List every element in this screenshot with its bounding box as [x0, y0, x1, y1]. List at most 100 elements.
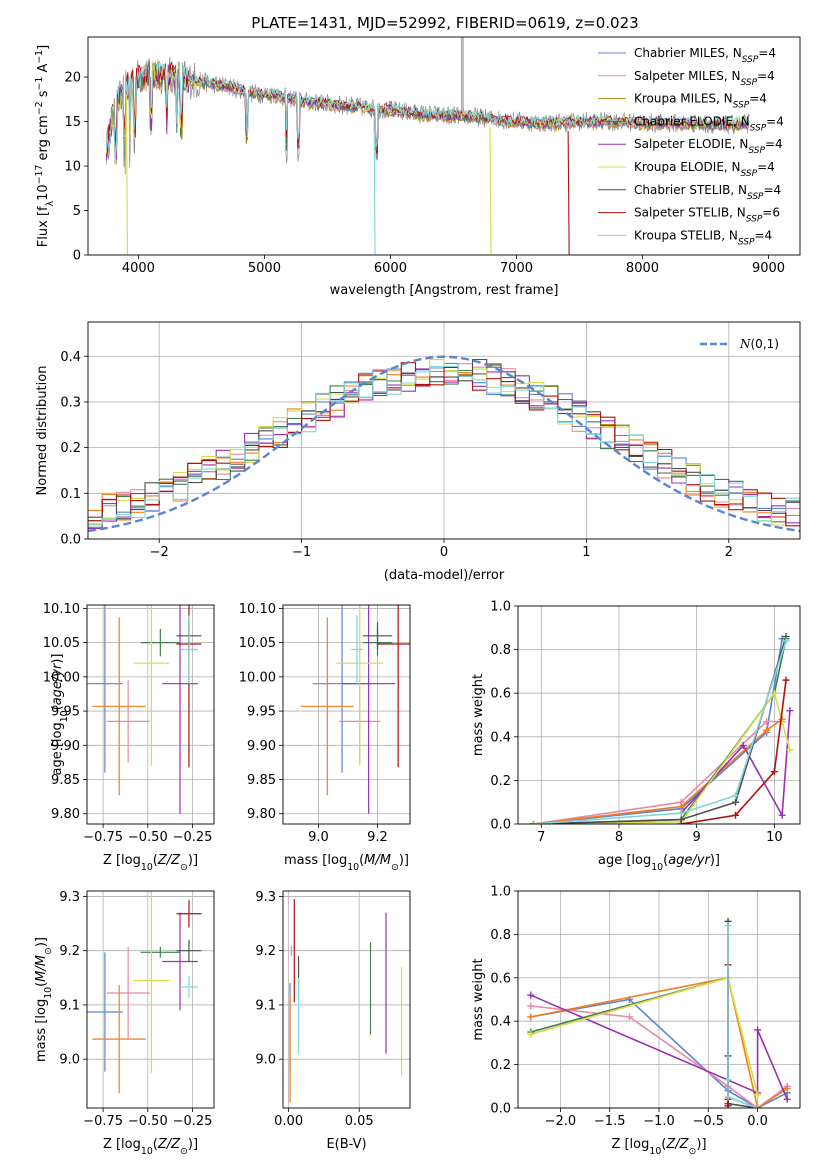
label-part: Z/Z [157, 1137, 181, 1152]
label-part: λ [45, 200, 56, 206]
weight-point-marker [778, 811, 786, 819]
x-tick-label: −2 [150, 545, 169, 560]
y-tick-label: 9.3 [255, 890, 276, 905]
weight-point-marker [786, 746, 794, 754]
label-part: 10 [59, 710, 70, 722]
weight-point-marker [625, 1013, 633, 1021]
axes-frame [517, 605, 801, 825]
x-tick-label: 0.00 [274, 1114, 303, 1129]
label-part: 10 [43, 987, 54, 999]
y-tick-label: 0.8 [490, 928, 511, 943]
histogram-series [88, 365, 800, 525]
y-tick-label: 0.0 [60, 533, 81, 548]
y-tick-label: 1.0 [490, 885, 511, 900]
legend-text-part: =4 [758, 46, 776, 60]
x-tick-label: −2.0 [545, 1114, 577, 1129]
label-part: s [36, 90, 51, 101]
label-part: age [log [50, 722, 65, 775]
weight-point-marker [677, 803, 685, 811]
legend-text-part: =4 [754, 228, 772, 242]
weight-point-marker [754, 1091, 762, 1099]
axes-frame [86, 890, 215, 1109]
y-tick-label: 0.2 [490, 1058, 511, 1073]
y-tick-label: 0.4 [490, 1015, 511, 1030]
weight-series-line [680, 679, 787, 824]
weight-point-marker [754, 1026, 762, 1034]
weight-point-marker [724, 922, 732, 930]
weight-point-marker [530, 820, 538, 824]
weight-point-marker [786, 707, 794, 715]
label-part: erg cm [36, 115, 51, 164]
y-tick-label: 9.0 [59, 1053, 80, 1068]
y-tick-label: 0.4 [60, 350, 81, 365]
weight-series-line [530, 976, 788, 1108]
spectrum-drop [125, 94, 128, 255]
x-tick-label: −0.50 [128, 830, 168, 845]
x-tick-label: 9 [693, 830, 701, 845]
legend-text-part: Chabrier MILES, N [634, 46, 742, 60]
label-part: ] [36, 45, 51, 50]
x-tick-label: 9.2 [367, 830, 388, 845]
label-part: Z/Z [157, 853, 181, 868]
weight-series-line [533, 718, 783, 824]
weight-series-line [533, 638, 783, 824]
legend-text-part: Kroupa ELODIE, N [634, 160, 741, 174]
y-tick-label: 0.6 [490, 687, 511, 702]
x-tick-label: 10 [766, 830, 783, 845]
weight-point-marker [732, 811, 740, 819]
legend-text-part: SSP [747, 192, 764, 202]
weight-series-line [533, 640, 787, 824]
spectrum-drop [567, 130, 570, 255]
label-part: ⊙ [180, 862, 188, 873]
weight-point-marker [724, 1076, 732, 1084]
label-part: 10 [649, 1146, 661, 1157]
y-tick-label: 9.80 [247, 807, 276, 822]
legend-entry: Salpeter ELODIE, NSSP=4 [634, 137, 783, 156]
x-tick-label: 7 [537, 830, 545, 845]
legend-entry: Kroupa MILES, NSSP=4 [634, 92, 767, 111]
label-part: ⊙ [689, 1146, 697, 1157]
weight-point-marker [527, 1002, 535, 1010]
legend-text-part: SSP [746, 215, 763, 225]
label-part: −1 [34, 50, 45, 64]
x-tick-label: 8 [615, 830, 623, 845]
label-part: 10 [141, 1146, 153, 1157]
label-part: 10 [651, 862, 663, 873]
histograms [88, 355, 800, 533]
weight-series-line [727, 925, 758, 1108]
error-bars [300, 605, 410, 814]
legend-text-part: SSP [741, 78, 758, 88]
label-part: )] [34, 937, 49, 947]
label-part: )] [399, 853, 409, 868]
label-part: Z [log [103, 853, 141, 868]
x-axis-label: Z [log10(Z/Z⊙)] [611, 1137, 706, 1157]
label-part: mass [log [284, 853, 347, 868]
x-tick-label: 7000 [500, 261, 533, 276]
weight-point-marker [739, 742, 747, 750]
x-tick-label: −1.0 [643, 1114, 675, 1129]
weight-lines [527, 917, 791, 1108]
x-tick-label: 9000 [752, 261, 785, 276]
x-tick-label: 2 [725, 545, 733, 560]
y-tick-label: 5 [73, 204, 81, 219]
weight-point-marker [677, 820, 685, 824]
y-axis-label: Flux [fλ10−17 erg cm−2 s−1 A−1] [34, 45, 56, 247]
label-part: )] [188, 1137, 198, 1152]
y-tick-label: 1.0 [490, 600, 511, 615]
spectrum-lines [105, 37, 750, 255]
label-part: ⊙ [43, 947, 54, 955]
label-part: mass [log [34, 999, 49, 1062]
legend-text-part: Kroupa STELIB, N [634, 228, 738, 242]
legend-text-part: =4 [757, 69, 775, 83]
label-part: A [36, 64, 51, 77]
legend-text-part: SSP [750, 123, 767, 133]
legend-text-part: SSP [741, 169, 758, 179]
x-axis-label: Z [log10(Z/Z⊙)] [103, 853, 198, 873]
age-vs-mass-panel: 9.0 9.2 9.80 9.85 9.90 9.95 10.00 10.05 10.10 mas… [239, 602, 411, 873]
axes-frame [86, 604, 215, 825]
y-axis-label: Normed distribution [35, 366, 50, 496]
x-tick-label: 1 [582, 545, 590, 560]
label-part: age/yr [50, 662, 65, 705]
